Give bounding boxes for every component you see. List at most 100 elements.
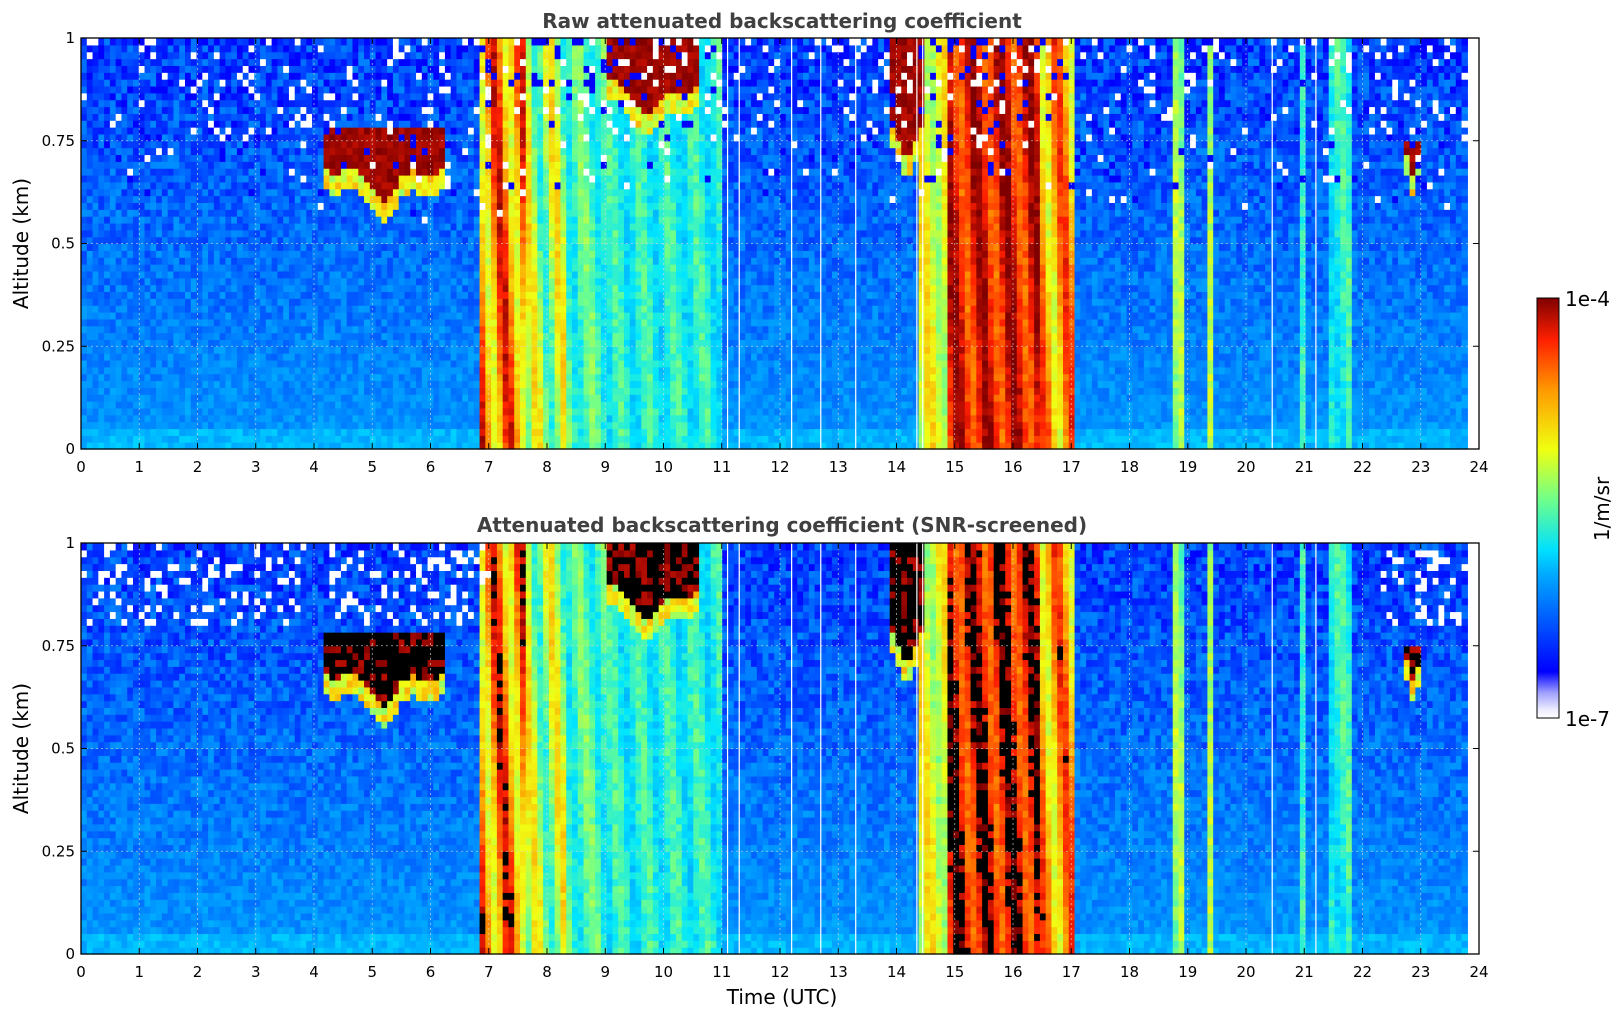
heatmap-cell <box>277 127 283 134</box>
heatmap-cell <box>266 305 272 312</box>
heatmap-cell <box>145 120 151 127</box>
heatmap-cell <box>156 319 162 326</box>
heatmap-cell <box>87 408 93 415</box>
heatmap-cell <box>393 381 399 388</box>
heatmap-cell <box>416 127 422 134</box>
heatmap-cell <box>254 216 260 223</box>
heatmap-cell <box>393 360 399 367</box>
heatmap-cell <box>474 79 480 86</box>
heatmap-cell <box>173 230 179 237</box>
heatmap-cell <box>301 387 307 394</box>
heatmap-cell <box>555 428 561 435</box>
heatmap-cell <box>335 175 341 182</box>
heatmap-cell <box>387 394 393 401</box>
heatmap-cell <box>237 189 243 196</box>
heatmap-cell <box>352 428 358 435</box>
heatmap-cell <box>266 326 272 333</box>
heatmap-cell <box>341 86 347 93</box>
heatmap-cell <box>173 154 179 161</box>
heatmap-cell <box>139 257 145 264</box>
heatmap-cell <box>549 305 555 312</box>
heatmap-cell <box>237 367 243 374</box>
heatmap-cell <box>295 422 301 429</box>
heatmap-cell <box>508 182 514 189</box>
heatmap-cell <box>329 209 335 216</box>
heatmap-cell <box>116 291 122 298</box>
heatmap-cell <box>110 278 116 285</box>
heatmap-cell <box>208 141 214 148</box>
heatmap-cell <box>243 107 249 114</box>
heatmap-cell <box>191 93 197 100</box>
heatmap-cell <box>370 298 376 305</box>
heatmap-cell <box>214 230 220 237</box>
heatmap-cell <box>445 161 451 168</box>
heatmap-cell <box>347 100 353 107</box>
heatmap-cell <box>376 237 382 244</box>
heatmap-cell <box>168 52 174 59</box>
heatmap-cell <box>254 182 260 189</box>
heatmap-cell <box>179 196 185 203</box>
heatmap-cell <box>150 223 156 230</box>
heatmap-cell <box>162 59 168 66</box>
heatmap-cell <box>173 387 179 394</box>
heatmap-cell <box>381 86 387 93</box>
heatmap-cell <box>520 93 526 100</box>
heatmap-cell <box>289 353 295 360</box>
heatmap-cell <box>133 223 139 230</box>
heatmap-cell <box>335 339 341 346</box>
heatmap-cell <box>87 278 93 285</box>
heatmap-cell <box>208 250 214 257</box>
heatmap-cell <box>139 387 145 394</box>
heatmap-cell <box>202 264 208 271</box>
heatmap-cell <box>537 52 543 59</box>
heatmap-cell <box>306 271 312 278</box>
heatmap-cell <box>208 154 214 161</box>
heatmap-cell <box>168 189 174 196</box>
heatmap-cell <box>168 360 174 367</box>
heatmap-cell <box>145 161 151 168</box>
heatmap-cell <box>225 141 231 148</box>
heatmap-cell <box>462 38 468 45</box>
heatmap-cell <box>532 305 538 312</box>
heatmap-cell <box>266 175 272 182</box>
heatmap-cell <box>214 134 220 141</box>
heatmap-cell <box>133 244 139 251</box>
heatmap-cell <box>439 65 445 72</box>
heatmap-cell <box>404 182 410 189</box>
heatmap-cell <box>503 93 509 100</box>
heatmap-cell <box>104 86 110 93</box>
heatmap-cell <box>306 59 312 66</box>
heatmap-cell <box>318 360 324 367</box>
heatmap-cell <box>110 59 116 66</box>
heatmap-cell <box>121 435 127 442</box>
heatmap-cell <box>93 65 99 72</box>
heatmap-cell <box>335 353 341 360</box>
heatmap-cell <box>416 223 422 230</box>
heatmap-cell <box>139 264 145 271</box>
heatmap-cell <box>376 435 382 442</box>
heatmap-cell <box>168 285 174 292</box>
heatmap-cell <box>93 141 99 148</box>
heatmap-cell <box>433 134 439 141</box>
heatmap-cell <box>462 257 468 264</box>
heatmap-cell <box>249 346 255 353</box>
heatmap-cell <box>387 113 393 120</box>
heatmap-cell <box>451 360 457 367</box>
heatmap-cell <box>254 353 260 360</box>
heatmap-cell <box>358 134 364 141</box>
heatmap-cell <box>381 107 387 114</box>
heatmap-cell <box>139 196 145 203</box>
heatmap-cell <box>81 65 87 72</box>
heatmap-cell <box>404 107 410 114</box>
heatmap-cell <box>254 333 260 340</box>
heatmap-cell <box>254 346 260 353</box>
heatmap-cell <box>370 250 376 257</box>
heatmap-cell <box>266 435 272 442</box>
heatmap-cell <box>220 244 226 251</box>
heatmap-cell <box>352 435 358 442</box>
heatmap-cell <box>526 408 532 415</box>
heatmap-cell <box>98 401 104 408</box>
heatmap-cell <box>93 196 99 203</box>
heatmap-cell <box>352 189 358 196</box>
heatmap-cell <box>254 196 260 203</box>
